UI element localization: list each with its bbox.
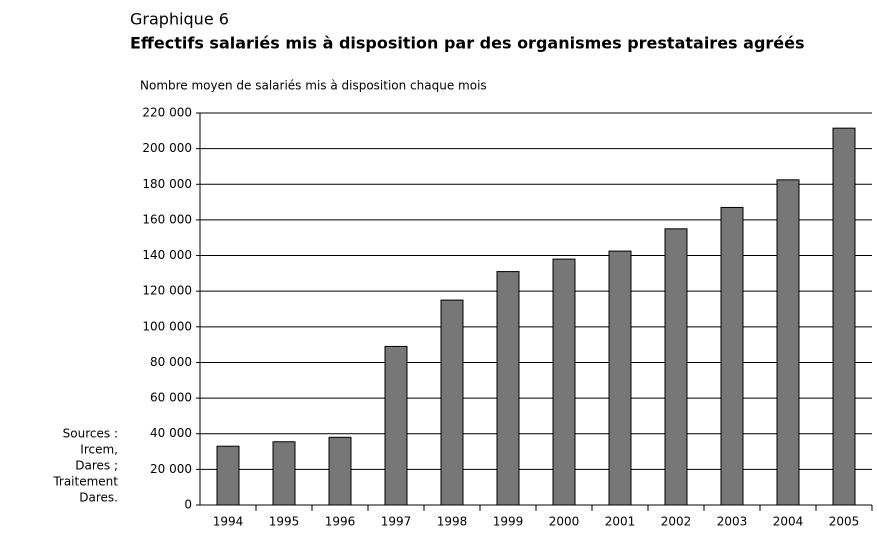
source-note: Traitement (52, 475, 118, 489)
x-tick-label: 2002 (661, 515, 692, 529)
x-tick-label: 1997 (381, 515, 412, 529)
bar (216, 445, 240, 506)
y-tick-label: 180 000 (142, 177, 192, 191)
chart-title: Effectifs salariés mis à disposition par… (130, 34, 805, 53)
x-tick-label: 1994 (213, 515, 244, 529)
source-note: Ircem, (80, 443, 118, 457)
source-note: Dares ; (75, 459, 118, 473)
bar (496, 271, 520, 506)
bar (832, 127, 856, 506)
source-note: Sources : (63, 427, 118, 441)
y-tick-label: 20 000 (150, 462, 192, 476)
bar (664, 228, 688, 506)
y-tick-label: 200 000 (142, 141, 192, 155)
bar (552, 258, 576, 506)
chart-subtitle: Graphique 6 (130, 10, 229, 29)
y-tick-label: 100 000 (142, 319, 192, 333)
x-tick-label: 2000 (549, 515, 580, 529)
y-tick-label: 120 000 (142, 284, 192, 298)
x-tick-label: 1995 (269, 515, 300, 529)
x-tick-label: 2004 (773, 515, 804, 529)
x-tick-label: 2001 (605, 515, 636, 529)
y-tick-label: 160 000 (142, 212, 192, 226)
y-tick-label: 60 000 (150, 391, 192, 405)
x-tick-label: 2003 (717, 515, 748, 529)
x-tick-label: 1996 (325, 515, 356, 529)
source-note: Dares. (79, 491, 118, 505)
x-tick-label: 1999 (493, 515, 524, 529)
bar (272, 441, 296, 506)
y-axis-label: Nombre moyen de salariés mis à dispositi… (140, 79, 487, 93)
bar (440, 299, 464, 506)
bar (328, 436, 352, 506)
x-tick-label: 2005 (829, 515, 860, 529)
bar (720, 206, 744, 506)
y-tick-label: 80 000 (150, 355, 192, 369)
y-tick-label: 40 000 (150, 426, 192, 440)
bar (608, 250, 632, 506)
bar (384, 345, 408, 506)
y-tick-label: 140 000 (142, 248, 192, 262)
y-tick-label: 220 000 (142, 106, 192, 120)
y-tick-label: 0 (184, 498, 192, 512)
x-tick-label: 1998 (437, 515, 468, 529)
bar (776, 179, 800, 506)
